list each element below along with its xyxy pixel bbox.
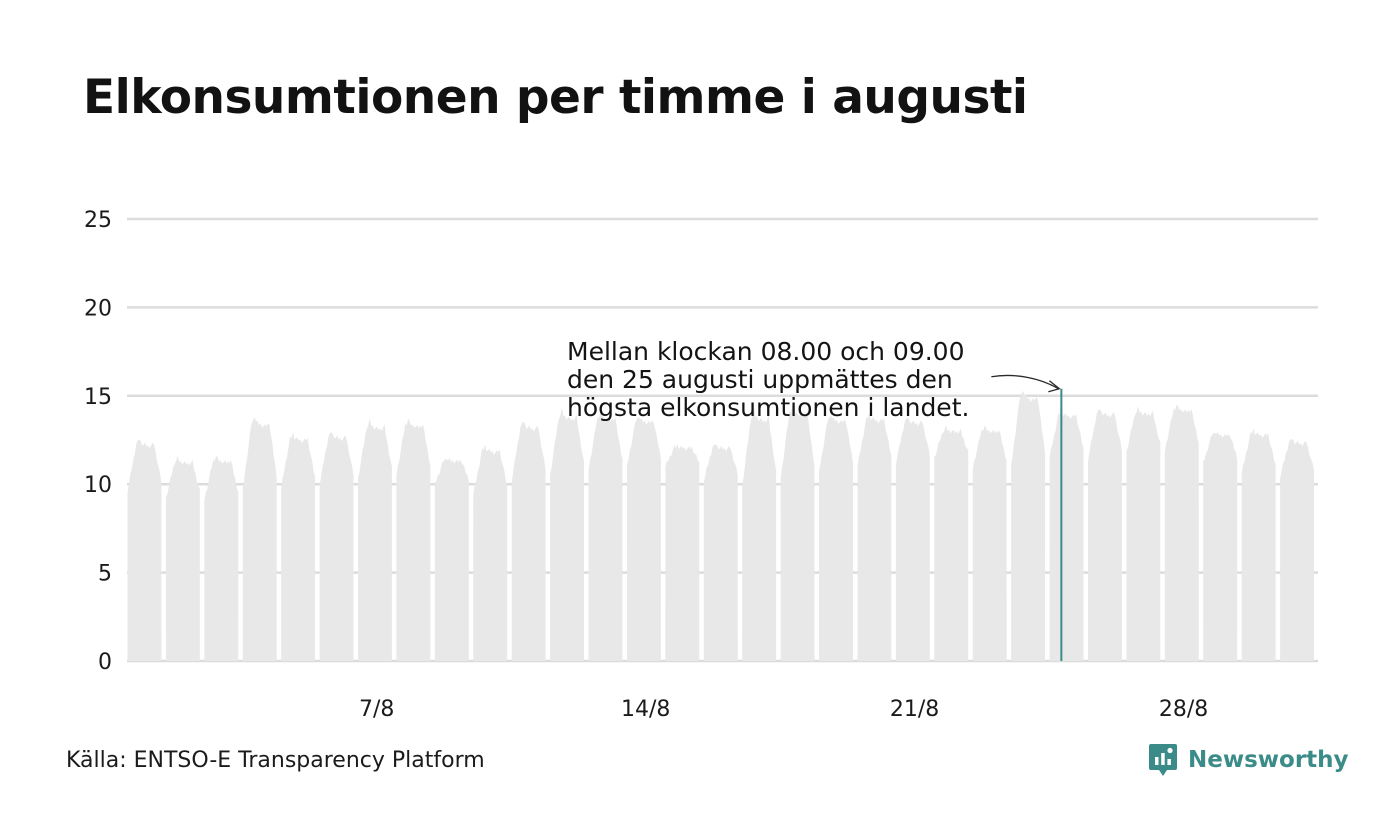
day-area-4 <box>242 417 277 661</box>
x-tick-label: 28/8 <box>1159 697 1208 722</box>
day-area-30 <box>1241 428 1276 661</box>
day-area-5 <box>281 431 316 661</box>
x-tick-label: 21/8 <box>890 697 939 722</box>
brand[interactable]: Newsworthy <box>1148 742 1349 778</box>
y-axis-ticks: 0 5 10 15 20 25 <box>84 208 112 675</box>
y-tick-label: 25 <box>84 208 112 233</box>
day-area-31 <box>1280 439 1314 661</box>
day-area-12 <box>550 407 585 661</box>
day-area-29 <box>1203 432 1238 661</box>
chart-title: Elkonsumtionen per timme i augusti <box>83 70 1028 125</box>
annotation-arrow <box>991 374 1059 390</box>
annotation-line-1: Mellan klockan 08.00 och 09.00 <box>567 337 965 366</box>
day-area-1 <box>127 439 162 661</box>
y-tick-label: 5 <box>98 562 112 587</box>
day-area-22 <box>934 425 969 661</box>
day-area-19 <box>819 415 853 661</box>
day-area-27 <box>1126 406 1161 661</box>
area-series <box>127 388 1314 661</box>
peak-annotation: Mellan klockan 08.00 och 09.00 den 25 au… <box>567 338 969 422</box>
day-area-14 <box>626 417 661 661</box>
day-area-15 <box>665 444 700 661</box>
newsworthy-logo-icon <box>1149 744 1177 776</box>
x-tick-label: 14/8 <box>621 697 670 722</box>
day-area-8 <box>396 418 431 661</box>
x-tick-label: 7/8 <box>359 697 394 722</box>
day-area-13 <box>588 411 623 661</box>
x-axis-ticks: 7/8 14/8 21/8 28/8 <box>359 697 1208 722</box>
y-tick-label: 0 <box>98 650 112 675</box>
highlight-layer <box>991 374 1063 661</box>
day-area-11 <box>511 421 546 661</box>
day-area-7 <box>358 418 392 661</box>
day-area-17 <box>742 407 777 661</box>
day-area-2 <box>165 455 200 661</box>
day-area-21 <box>895 418 930 661</box>
source-note: Källa: ENTSO-E Transparency Platform <box>66 748 485 773</box>
day-area-23 <box>972 425 1007 661</box>
day-area-6 <box>319 432 354 661</box>
day-area-16 <box>703 444 738 661</box>
day-area-26 <box>1087 409 1122 661</box>
brand-name: Newsworthy <box>1188 747 1349 773</box>
y-tick-label: 20 <box>84 296 112 321</box>
day-area-10 <box>473 444 508 661</box>
annotation-line-2: den 25 augusti uppmättes den <box>567 365 953 394</box>
day-area-20 <box>857 412 892 661</box>
day-area-18 <box>780 404 815 661</box>
y-tick-label: 10 <box>84 473 112 498</box>
annotation-arrowhead <box>1048 380 1061 393</box>
day-area-9 <box>434 458 469 661</box>
day-area-3 <box>204 455 239 661</box>
day-area-28 <box>1164 404 1199 661</box>
annotation-line-3: högsta elkonsumtionen i landet. <box>567 393 970 422</box>
day-area-24 <box>1011 390 1046 661</box>
y-tick-label: 15 <box>84 385 112 410</box>
day-area-25 <box>1049 388 1084 661</box>
